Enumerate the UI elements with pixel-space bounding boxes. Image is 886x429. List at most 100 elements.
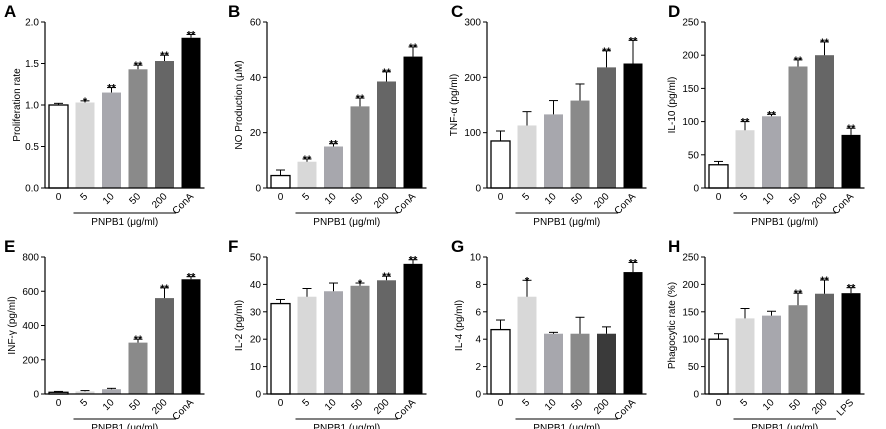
significance-marker: ** xyxy=(187,272,196,284)
x-group-label: PNPB1 (μg/ml) xyxy=(533,217,600,228)
bar-cona xyxy=(403,56,423,189)
category-label: 0 xyxy=(278,398,284,409)
bar-200 xyxy=(377,280,396,394)
y-tick-label: 0 xyxy=(255,184,261,195)
category-label: 0 xyxy=(716,192,722,203)
category-label: 50 xyxy=(127,191,143,207)
chart-panel-d: D 0 50 100 150 200 250 IL-10 (pg/ml) 0 ** 5 ** 10 ** 5… xyxy=(667,2,865,228)
bar-10 xyxy=(102,92,121,188)
bar-lps xyxy=(841,293,861,394)
bar-200 xyxy=(597,333,616,394)
y-tick-label: 20 xyxy=(250,128,262,139)
significance-marker: ** xyxy=(382,271,391,283)
category-label: 0 xyxy=(56,398,62,409)
bar-5 xyxy=(75,102,95,188)
bar-5 xyxy=(517,125,537,188)
category-label: 10 xyxy=(323,191,339,207)
category-label: LPS xyxy=(835,397,856,418)
x-group-label: PNPB1 (μg/ml) xyxy=(533,423,600,429)
y-tick-label: 0 xyxy=(693,390,699,401)
category-label: 5 xyxy=(78,397,90,409)
y-tick-label: 200 xyxy=(22,355,39,366)
y-tick-label: 20 xyxy=(250,335,262,346)
panel-letter: F xyxy=(228,237,238,256)
chart-panel-h: H 0 50 100 150 200 250 Phagocytic rate (%) 0 5 10 *… xyxy=(667,237,865,429)
significance-marker: ** xyxy=(187,29,196,41)
significance-marker: * xyxy=(83,96,88,108)
panel-letter: D xyxy=(668,2,680,21)
category-label: 10 xyxy=(323,397,339,413)
y-tick-label: 200 xyxy=(682,280,699,291)
y-tick-label: 400 xyxy=(22,321,39,332)
y-tick-label: 0 xyxy=(255,390,261,401)
y-axis-label: Phagocytic rate (%) xyxy=(667,282,678,369)
y-tick-label: 50 xyxy=(688,362,700,373)
y-axis-label: IL-10 (pg/ml) xyxy=(667,77,678,134)
significance-marker: ** xyxy=(356,93,365,105)
significance-marker: ** xyxy=(409,255,418,267)
bar-cona xyxy=(623,63,643,188)
y-tick-label: 200 xyxy=(464,73,481,84)
bar-0 xyxy=(490,140,511,189)
bar-5 xyxy=(735,318,755,394)
bar-10 xyxy=(102,389,121,394)
chart-panel-b: B 0 20 40 60 NO Production (μM) 0 ** 5 ** 10 ** 50 **… xyxy=(228,2,427,228)
significance-marker: ** xyxy=(820,37,829,49)
y-axis-label: INF-γ (pg/ml) xyxy=(7,296,18,354)
category-label: 10 xyxy=(101,397,117,413)
bar-0 xyxy=(708,338,729,395)
y-tick-label: 10 xyxy=(470,253,482,264)
y-tick-label: 40 xyxy=(250,280,262,291)
bar-0 xyxy=(490,328,511,395)
bar-10 xyxy=(544,114,563,188)
bar-cona xyxy=(181,279,201,394)
y-tick-label: 200 xyxy=(682,51,699,62)
significance-marker: * xyxy=(358,278,363,290)
y-tick-label: 30 xyxy=(250,307,262,318)
y-tick-label: 0 xyxy=(475,184,481,195)
bar-cona xyxy=(623,272,643,394)
bar-50 xyxy=(128,342,148,394)
y-axis-label: TNF-α (pg/ml) xyxy=(449,74,460,136)
significance-marker: ** xyxy=(629,257,638,269)
category-label: 200 xyxy=(810,397,830,417)
significance-marker: ** xyxy=(160,283,169,295)
bar-200 xyxy=(377,81,396,188)
y-tick-label: 2.0 xyxy=(25,18,39,29)
panel-letter: B xyxy=(228,2,240,21)
category-label: 5 xyxy=(738,191,750,203)
bar-200 xyxy=(815,55,834,189)
category-label: 10 xyxy=(761,397,777,413)
significance-marker: ** xyxy=(847,283,856,295)
y-tick-label: 100 xyxy=(682,335,699,346)
x-group-label: PNPB1 (μg/ml) xyxy=(91,217,158,228)
category-label: 10 xyxy=(101,191,117,207)
bar-10 xyxy=(544,333,563,394)
bar-50 xyxy=(128,69,148,188)
category-label: 200 xyxy=(810,191,830,211)
category-label: 50 xyxy=(349,397,365,413)
significance-marker: ** xyxy=(629,35,638,47)
chart-panel-a: A 0.0 0.5 1.0 1.5 2.0 Proliferation rate 0 * 5 ** 1… xyxy=(4,2,205,228)
y-tick-label: 50 xyxy=(688,150,700,161)
category-label: 50 xyxy=(787,191,803,207)
category-label: 200 xyxy=(592,191,612,211)
significance-marker: ** xyxy=(794,288,803,300)
significance-marker: ** xyxy=(847,123,856,135)
category-label: 200 xyxy=(592,397,612,417)
bar-0 xyxy=(270,174,291,189)
y-tick-label: 100 xyxy=(682,117,699,128)
category-label: 10 xyxy=(761,191,777,207)
bar-10 xyxy=(762,315,781,394)
category-label: 50 xyxy=(569,191,585,207)
x-group-label: PNPB1 (μg/ml) xyxy=(313,423,380,429)
significance-marker: ** xyxy=(134,60,143,72)
category-label: 5 xyxy=(738,397,750,409)
y-tick-label: 250 xyxy=(682,18,699,29)
panel-letter: H xyxy=(668,237,680,256)
y-tick-label: 600 xyxy=(22,287,39,298)
bar-5 xyxy=(297,296,317,394)
category-label: 5 xyxy=(78,191,90,203)
